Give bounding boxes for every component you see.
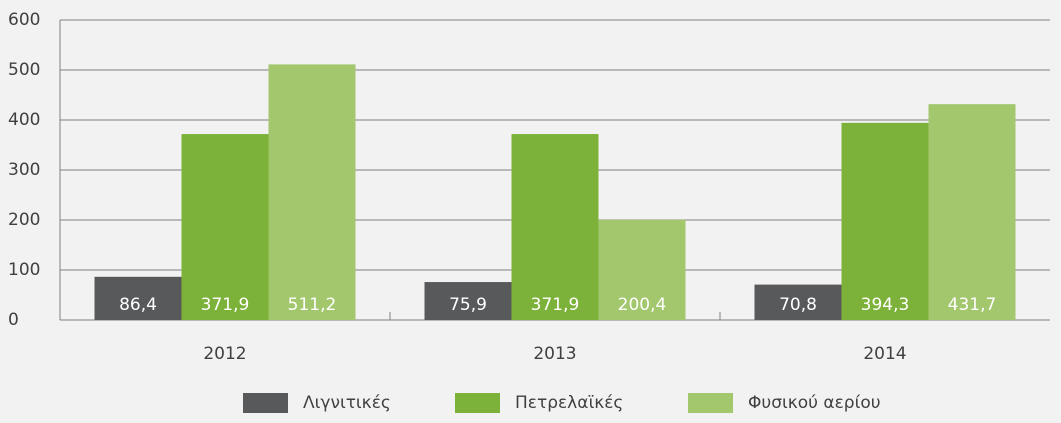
y-tick-label: 200 <box>8 210 40 230</box>
legend-label: Λιγνιτικές <box>303 393 391 413</box>
y-tick-label: 400 <box>8 110 40 130</box>
x-tick-label: 2014 <box>863 344 906 364</box>
legend-swatch <box>455 393 500 413</box>
legend-swatch <box>243 393 288 413</box>
data-label: 511,2 <box>288 295 337 315</box>
bar <box>754 284 842 320</box>
bar <box>841 122 929 320</box>
data-label: 75,9 <box>449 295 487 315</box>
x-tick-label: 2012 <box>203 344 246 364</box>
bar <box>181 134 269 320</box>
data-label: 371,9 <box>201 295 250 315</box>
y-tick-label: 0 <box>8 310 19 330</box>
legend-label: Πετρελαϊκές <box>515 393 623 413</box>
data-label: 394,3 <box>861 295 910 315</box>
y-tick-label: 100 <box>8 260 40 280</box>
legend-label: Φυσικού αερίου <box>748 393 881 413</box>
data-label: 431,7 <box>948 295 997 315</box>
data-label: 70,8 <box>779 295 817 315</box>
bar <box>424 282 512 320</box>
y-tick-label: 300 <box>8 160 40 180</box>
y-tick-label: 500 <box>8 60 40 80</box>
legend-swatch <box>688 393 733 413</box>
data-label: 371,9 <box>531 295 580 315</box>
y-tick-label: 600 <box>8 10 40 30</box>
data-label: 200,4 <box>618 295 667 315</box>
bar <box>928 104 1016 321</box>
x-tick-label: 2013 <box>533 344 576 364</box>
bar <box>511 134 599 320</box>
bar <box>268 64 356 321</box>
bar <box>94 276 182 320</box>
data-label: 86,4 <box>119 295 157 315</box>
bar <box>598 219 686 320</box>
